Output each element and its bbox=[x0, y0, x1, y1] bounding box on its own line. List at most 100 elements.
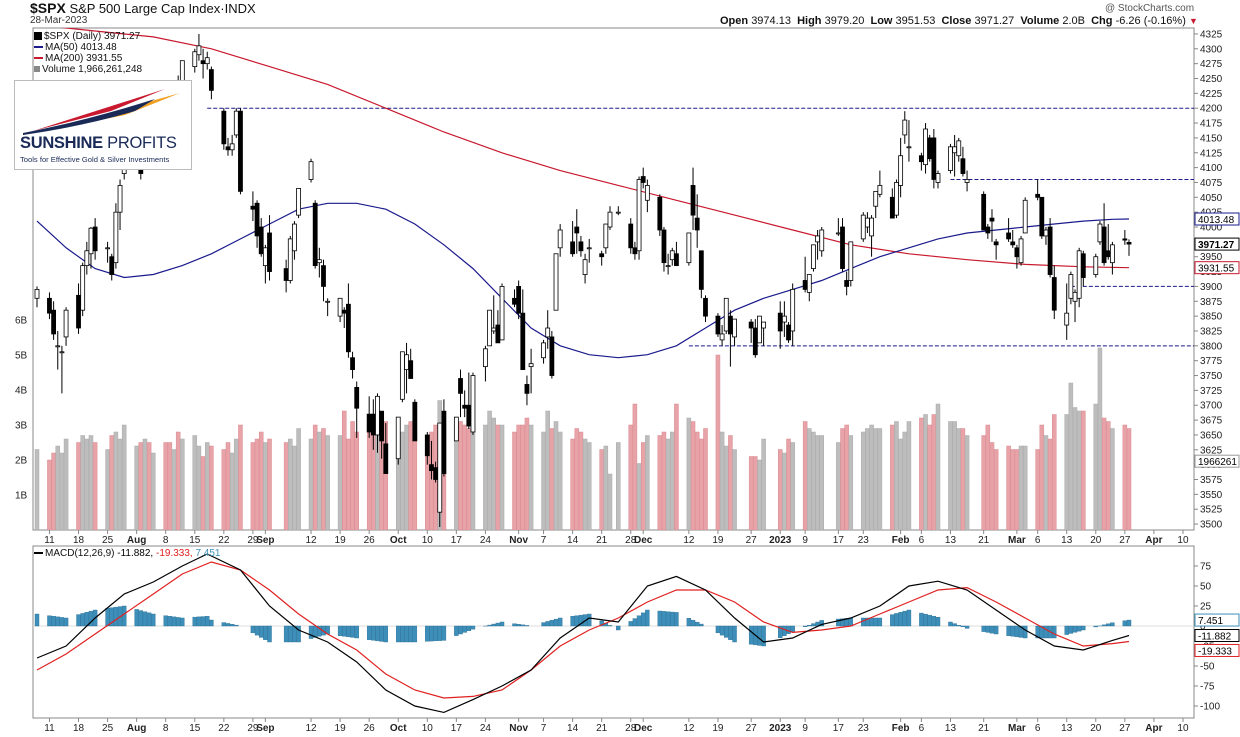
macd-histogram-bar bbox=[724, 625, 729, 638]
volume-bar bbox=[1018, 445, 1024, 530]
candle-body-down bbox=[927, 137, 933, 160]
macd-xtick-label: 11 bbox=[44, 723, 55, 734]
candle bbox=[865, 212, 870, 233]
macd-tag-box bbox=[1194, 613, 1240, 627]
macd-histogram-bar bbox=[59, 617, 65, 627]
price-xtick-label: 29 bbox=[247, 535, 259, 546]
macd-histogram-bar bbox=[491, 623, 496, 627]
macd-xtick-label: 14 bbox=[567, 723, 579, 734]
volume-bar bbox=[1072, 407, 1078, 530]
candle bbox=[1101, 203, 1107, 266]
candle bbox=[802, 256, 808, 293]
macd-histogram-bar bbox=[919, 612, 924, 627]
macd-tag-box bbox=[1194, 643, 1240, 657]
candle-body-up bbox=[487, 309, 492, 347]
candle bbox=[516, 280, 522, 320]
volume-bar bbox=[337, 435, 343, 530]
volume-bar bbox=[55, 445, 61, 530]
candle bbox=[283, 259, 289, 293]
macd-histogram-bar bbox=[63, 617, 69, 627]
macd-histogram-bar bbox=[807, 625, 812, 627]
candle-body-up bbox=[437, 422, 443, 513]
volume-bar bbox=[1047, 438, 1053, 530]
candle-body-down bbox=[1051, 277, 1057, 311]
volume-bar bbox=[923, 414, 928, 530]
candle-body-down bbox=[1006, 232, 1011, 240]
candle-body-up bbox=[665, 265, 671, 268]
candle bbox=[628, 218, 634, 254]
candle-body-up bbox=[923, 128, 928, 166]
candle bbox=[694, 194, 700, 248]
macd-histogram-bar bbox=[458, 625, 463, 635]
macd-histogram-bar bbox=[192, 616, 197, 627]
macd-xtick-label: 15 bbox=[189, 723, 201, 734]
candle bbox=[993, 238, 999, 260]
macd-tag-box bbox=[1194, 629, 1240, 643]
candle-body-up bbox=[732, 318, 737, 338]
macd-histogram-bar bbox=[1093, 625, 1098, 628]
index-name: S&P 500 Large Cap Index bbox=[69, 1, 221, 16]
candle-body-up bbox=[686, 232, 692, 264]
candle-body-down bbox=[495, 324, 501, 344]
candle-body-down bbox=[76, 294, 81, 329]
candle bbox=[698, 250, 704, 299]
price-tag-label: 3931.55 bbox=[1198, 264, 1235, 275]
macd-xtick-label: 17 bbox=[833, 723, 845, 734]
volume-bar bbox=[1076, 410, 1082, 530]
candle-body-up bbox=[815, 235, 820, 243]
macd-histogram-bar bbox=[163, 615, 168, 627]
volume-bar bbox=[890, 424, 895, 530]
candle-body-up bbox=[603, 223, 609, 249]
macd-histogram-bar bbox=[952, 623, 957, 627]
candle bbox=[524, 375, 530, 406]
macd-histogram-bar bbox=[425, 625, 430, 642]
volume-bar bbox=[458, 421, 463, 530]
macd-histogram-bar bbox=[524, 625, 530, 627]
candle-body-down bbox=[238, 110, 243, 192]
candle bbox=[109, 253, 115, 281]
candle bbox=[985, 224, 991, 239]
price-xtick-label: 26 bbox=[364, 535, 376, 546]
macd-xtick-label: 23 bbox=[858, 723, 870, 734]
macd-histogram-bar bbox=[350, 625, 355, 638]
volume-bar bbox=[470, 421, 476, 530]
price-ytick-label: 3700 bbox=[1200, 401, 1223, 412]
volume-bar bbox=[1126, 428, 1132, 530]
volume-bar bbox=[815, 435, 820, 530]
volume-bar bbox=[985, 424, 991, 530]
candle-body-down bbox=[221, 110, 227, 145]
price-xtick-label: Oct bbox=[390, 535, 407, 546]
candle bbox=[399, 351, 405, 403]
price-ytick-label: 3800 bbox=[1200, 341, 1223, 352]
macd-histogram-bar bbox=[495, 622, 501, 627]
candle-body-up bbox=[607, 211, 613, 228]
price-xtick-label: 12 bbox=[305, 535, 317, 546]
price-pane-frame bbox=[32, 27, 1195, 531]
macd-histogram-bar bbox=[699, 623, 704, 627]
macd-xtick-label: 29 bbox=[247, 723, 259, 734]
candle bbox=[873, 190, 879, 219]
macd-histogram-bar bbox=[263, 625, 268, 640]
candle bbox=[1051, 265, 1057, 320]
price-xtick-label: 14 bbox=[567, 535, 579, 546]
macd-xtick-label: 26 bbox=[364, 723, 376, 734]
volume-bar bbox=[317, 431, 322, 530]
macd-histogram-bar bbox=[433, 625, 438, 642]
macd-histogram-bar bbox=[869, 617, 874, 627]
price-ytick-label: 3650 bbox=[1200, 430, 1223, 441]
macd-histogram-bar bbox=[1110, 622, 1115, 627]
volume-bar bbox=[138, 442, 144, 530]
volume-bar bbox=[549, 428, 555, 530]
volume-bar bbox=[342, 410, 347, 530]
macd-xtick-label: Oct bbox=[390, 723, 407, 734]
macd-histogram-bar bbox=[288, 625, 293, 643]
macd-pane-frame bbox=[32, 545, 1195, 719]
candle-body-up bbox=[1093, 256, 1099, 275]
volume-bar bbox=[105, 449, 110, 530]
price-ytick-label: 3575 bbox=[1200, 475, 1223, 486]
macd-histogram-bar bbox=[935, 617, 941, 627]
volume-bar bbox=[499, 424, 505, 530]
candle-body-up bbox=[316, 259, 322, 264]
macd-histogram-bar bbox=[989, 625, 995, 634]
candle bbox=[727, 310, 733, 367]
